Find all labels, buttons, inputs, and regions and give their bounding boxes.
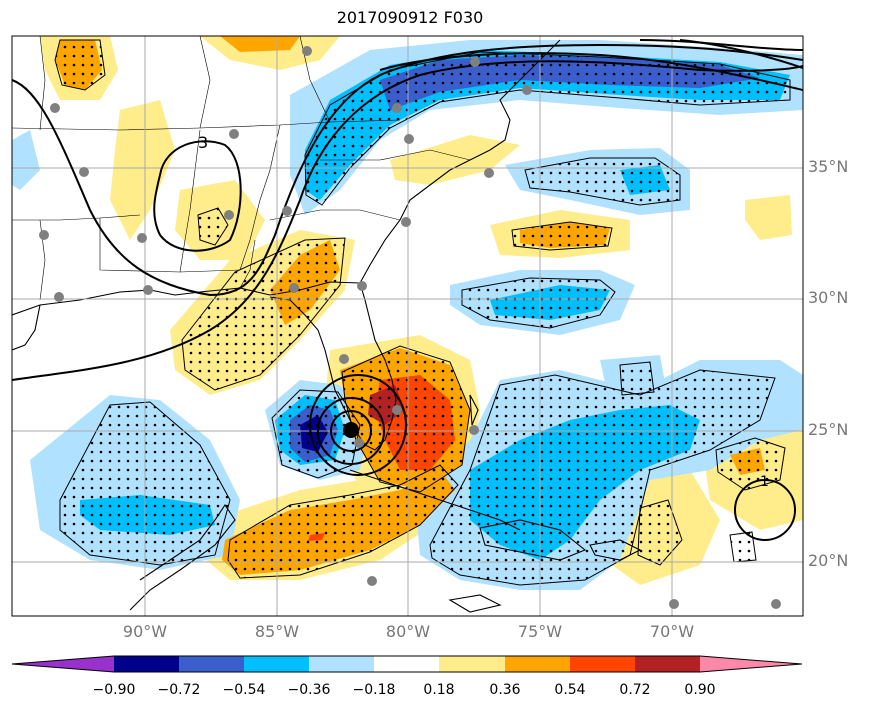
lat-label: 20°N [808,551,849,570]
map-frame [11,35,804,617]
station-marker [484,168,494,178]
station-marker [401,217,411,227]
lat-label: 35°N [808,157,849,176]
colorbar-label: −0.90 [92,682,136,698]
station-marker [392,103,402,113]
lat-label: 25°N [808,420,849,439]
colorbar [11,655,803,673]
station-marker [354,438,364,448]
hurricane-center-marker [343,422,359,438]
station-marker [470,57,480,67]
colorbar-label: 0.36 [489,682,521,698]
lon-label: 75°W [517,622,563,641]
station-marker [282,206,292,216]
station-marker [339,354,349,364]
station-markers [39,46,781,609]
station-marker [522,85,532,95]
graticule [12,36,803,616]
colorbar-label: 0.90 [684,682,716,698]
colorbar-label: 0.54 [554,682,586,698]
station-marker [392,405,402,415]
colorbar-label: 0.18 [423,682,455,698]
contour-lines [12,39,803,541]
station-marker [137,233,147,243]
colorbar-label: −0.36 [287,682,331,698]
colorbar-swatch [439,656,505,672]
coastlines [12,39,642,613]
colorbar-label: 0.72 [619,682,651,698]
colorbar-swatch [635,656,700,672]
station-marker [289,283,299,293]
colorbar-label: −0.72 [157,682,201,698]
contour-label: 1 [760,474,769,490]
colorbar-label: −0.18 [352,682,396,698]
lon-label: 85°W [254,622,300,641]
station-marker [54,292,64,302]
colorbar-swatch [244,656,309,672]
station-marker [771,599,781,609]
station-marker [357,281,367,291]
lon-label: 80°W [385,622,431,641]
colorbar-swatch [114,656,179,672]
station-marker [367,576,377,586]
lon-label: 70°W [649,622,695,641]
station-marker [302,46,312,56]
colorbar-swatch [12,656,114,672]
map-title: 2017090912 F030 [336,8,484,27]
station-marker [224,210,234,220]
colorbar-swatch [374,656,439,672]
station-marker [404,134,414,144]
colorbar-swatch [309,656,374,672]
station-marker [229,129,239,139]
station-marker [79,167,89,177]
colorbar-swatch [570,656,635,672]
colorbar-swatch [700,656,802,672]
lat-label: 30°N [808,288,849,307]
colorbar-label: −0.54 [222,682,266,698]
station-marker [50,103,60,113]
colorbar-swatch [505,656,570,672]
colorbar-swatch [179,656,244,672]
station-marker [39,230,49,240]
lon-label: 90°W [122,622,168,641]
contour-label: 3 [198,133,208,152]
station-marker [669,599,679,609]
map-area: 3 1 [12,36,803,616]
station-marker [143,285,153,295]
station-marker [469,425,479,435]
